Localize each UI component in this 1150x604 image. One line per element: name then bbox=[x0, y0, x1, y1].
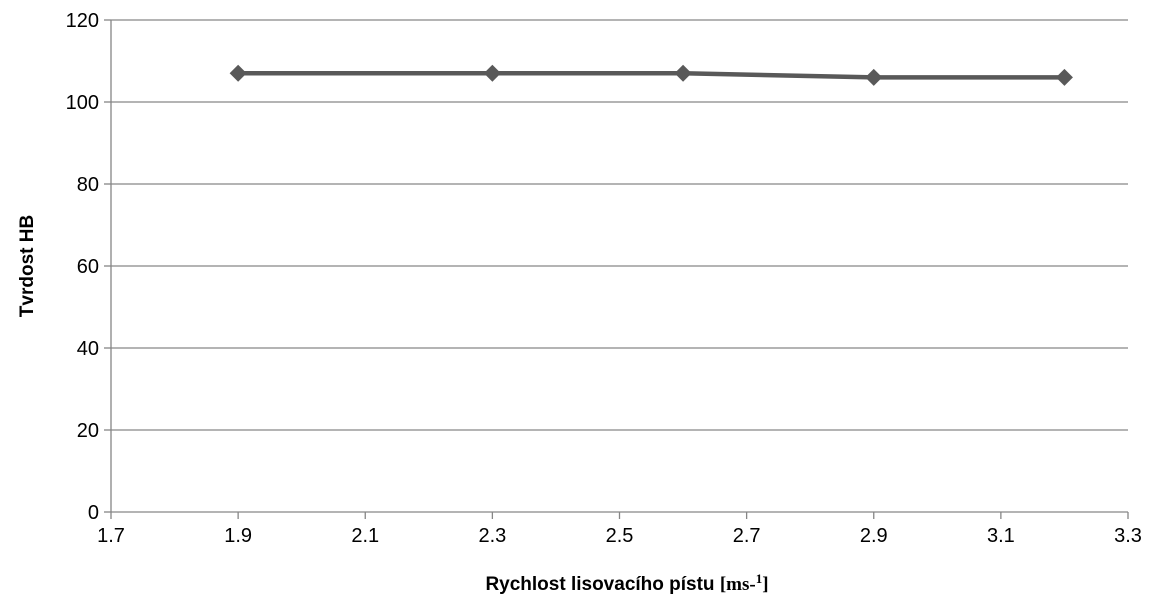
gridlines bbox=[111, 20, 1128, 430]
data-point-marker bbox=[484, 65, 501, 82]
y-tick-label: 60 bbox=[77, 256, 99, 278]
data-point-marker bbox=[675, 65, 692, 82]
tick-labels: 0 20 40 60 80 100 120 1.7 1.9 2.1 2.3 2.5 2.7 2.9 3.1 3… bbox=[66, 10, 1142, 547]
x-tick-label: 3.1 bbox=[987, 525, 1015, 547]
y-axis-title: Tvrdost HB bbox=[17, 215, 38, 317]
x-tick-label: 2.9 bbox=[860, 525, 888, 547]
x-tick-label: 1.9 bbox=[224, 525, 252, 547]
x-tick-label: 1.7 bbox=[97, 525, 125, 547]
x-tick-label: 2.1 bbox=[351, 525, 379, 547]
y-tick-label: 80 bbox=[77, 174, 99, 196]
y-tick-label: 100 bbox=[66, 92, 99, 114]
data-point-marker bbox=[1056, 69, 1073, 86]
x-axis-title-unit-close: ] bbox=[762, 574, 768, 595]
y-tick-label: 0 bbox=[88, 502, 99, 524]
x-tick-label: 2.3 bbox=[478, 525, 506, 547]
y-tick-label: 20 bbox=[77, 420, 99, 442]
data-point-marker bbox=[230, 65, 247, 82]
x-axis-title-text: Rychlost lisovacího pístu bbox=[485, 574, 714, 595]
x-tick-label: 2.7 bbox=[733, 525, 761, 547]
series bbox=[230, 65, 1073, 86]
data-point-marker bbox=[865, 69, 882, 86]
x-axis-title-unit-base: ms- bbox=[726, 574, 756, 595]
series-line bbox=[238, 73, 1064, 77]
x-tick-label: 2.5 bbox=[606, 525, 634, 547]
axes bbox=[104, 20, 1128, 519]
x-axis-title: Rychlost lisovacího pístu [ms-1] bbox=[485, 571, 768, 596]
y-tick-label: 120 bbox=[66, 10, 99, 32]
x-tick-label: 3.3 bbox=[1114, 525, 1142, 547]
y-tick-label: 40 bbox=[77, 338, 99, 360]
